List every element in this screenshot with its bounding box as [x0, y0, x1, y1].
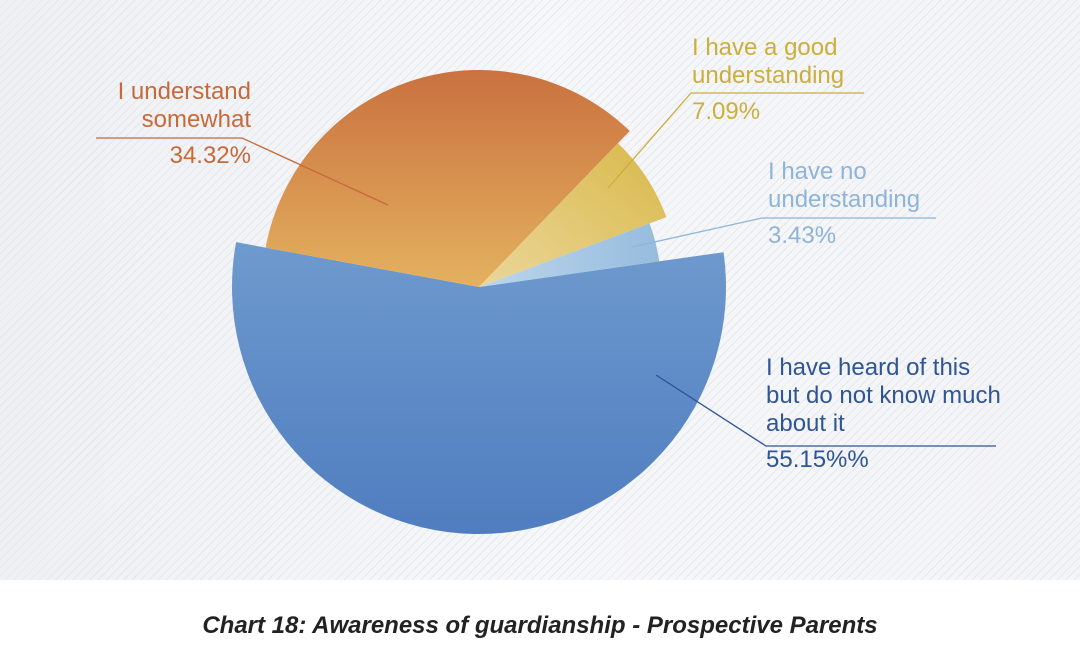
label-heard: I have heard of this but do not know muc… — [766, 354, 1006, 474]
slice-label-none: I have no understanding — [768, 158, 921, 213]
leader-line-somewhat — [96, 137, 389, 206]
slice-value-somewhat: 34.32% — [169, 142, 251, 169]
slice-label-heard: I have heard of this but do not know muc… — [766, 354, 1001, 437]
pie-slice-heard — [231, 242, 726, 535]
leader-line-good — [607, 92, 864, 189]
chart-caption: Chart 18: Awareness of guardianship - Pr… — [202, 612, 878, 639]
label-none: I have no understanding 3.43% — [768, 158, 948, 250]
slice-label-somewhat: I understand somewhat — [117, 78, 251, 133]
label-good: I have a good understanding 7.09% — [692, 34, 867, 126]
slice-value-none: 3.43% — [768, 222, 837, 249]
pie-slice-good — [479, 143, 667, 287]
slice-value-heard: 55.15%% — [766, 446, 869, 473]
label-somewhat: I understand somewhat 34.32% — [96, 78, 251, 170]
leader-line-none — [631, 217, 936, 248]
slice-label-good: I have a good understanding — [692, 34, 845, 89]
slice-value-good: 7.09% — [692, 98, 761, 125]
pie-slice-none — [479, 223, 660, 287]
leader-line-heard — [655, 374, 996, 447]
pie-slice-somewhat — [265, 69, 630, 287]
